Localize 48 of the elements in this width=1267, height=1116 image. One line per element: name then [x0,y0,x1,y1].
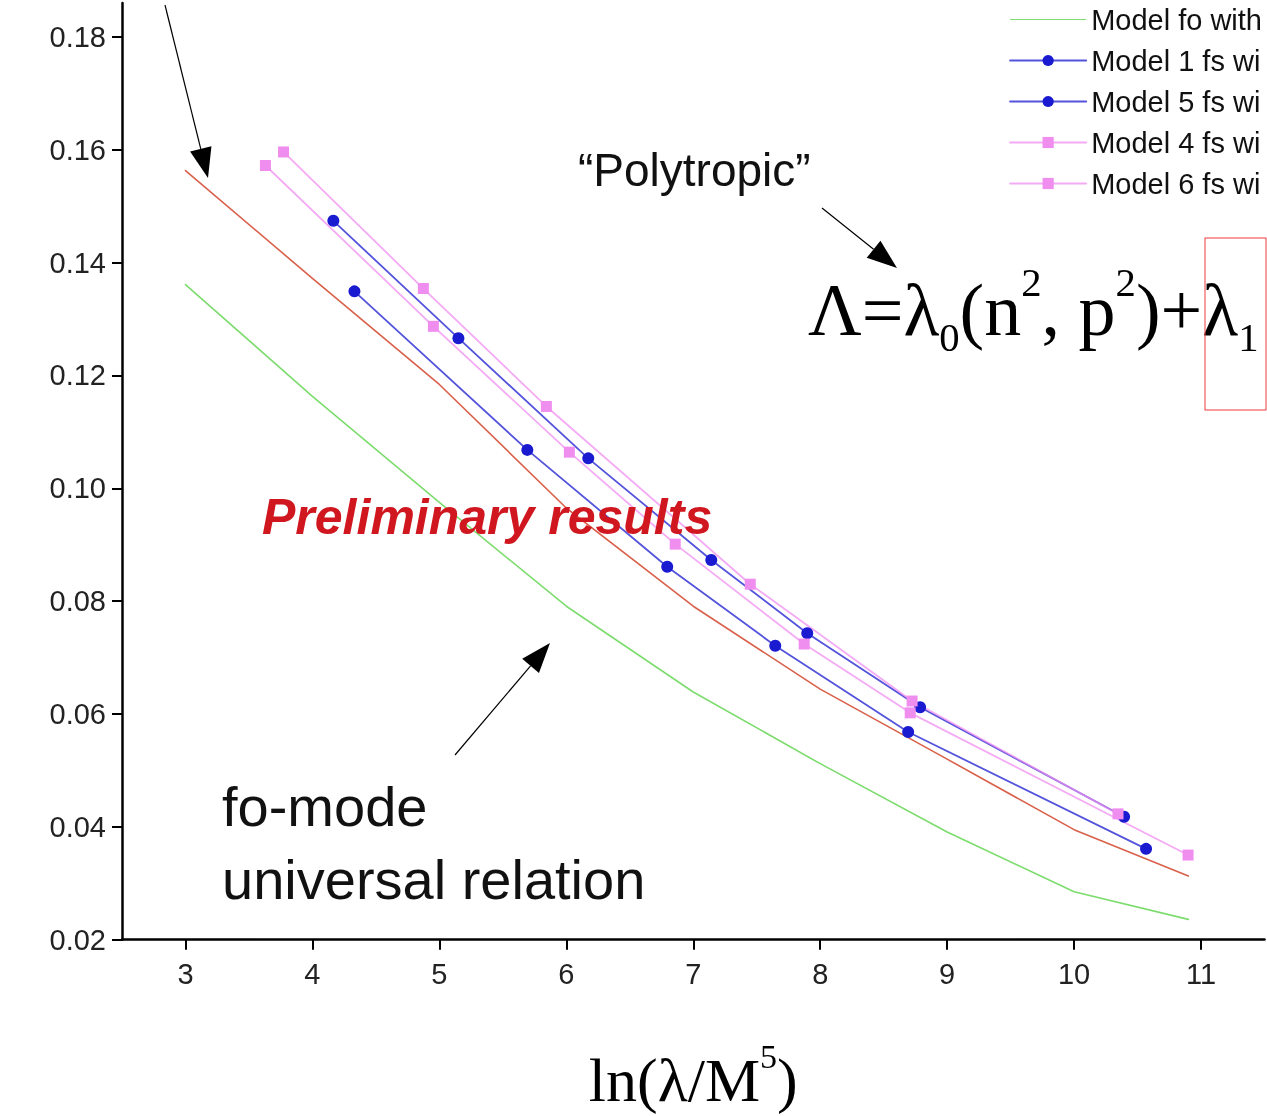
x-tick-label: 4 [304,958,321,991]
point [902,726,915,739]
point [744,578,756,590]
point [798,638,810,650]
point [1140,842,1153,855]
point [769,639,782,652]
point [452,332,465,345]
point [582,452,595,465]
annotation: “Polytropic” [578,143,811,196]
x-tick-label: 6 [558,958,575,991]
point [801,627,814,640]
point [521,443,534,456]
point [427,320,439,332]
legend-label: Model 1 fs wi [1091,44,1261,77]
x-tick-label: 11 [1185,958,1217,991]
point [906,695,918,707]
legend-label: Model 4 fs wi [1091,126,1261,159]
legend-label: Model 5 fs wi [1091,85,1261,118]
point [563,446,575,458]
x-tick-label: 5 [431,958,448,991]
legend-label: Model 6 fs wi [1091,167,1261,200]
legend-label: Model fo with [1091,3,1262,36]
y-tick-label: 0.02 [49,923,106,956]
point [1112,808,1124,820]
y-tick-label: 0.18 [49,20,106,53]
x-tick-label: 9 [939,958,956,991]
y-tick-label: 0.14 [49,246,106,279]
point [540,400,552,412]
point [277,146,289,158]
annotation: fo-mode universal relation [222,774,646,911]
point [417,283,429,295]
point [348,285,361,298]
point [661,560,674,573]
y-tick-label: 0.16 [49,133,106,166]
point [259,160,271,172]
x-tick-label: 8 [812,958,829,991]
y-tick-label: 0.06 [49,697,106,730]
x-tick-label: 3 [177,958,194,991]
y-tick-label: 0.04 [49,810,106,843]
point [1182,849,1194,861]
point [705,553,718,566]
y-tick-label: 0.12 [49,359,106,392]
x-tick-label: 7 [685,958,702,991]
x-tick-label: 10 [1057,958,1091,991]
point [904,707,916,719]
y-tick-label: 0.08 [49,585,106,618]
point [327,214,340,227]
y-tick-label: 0.10 [49,472,106,505]
